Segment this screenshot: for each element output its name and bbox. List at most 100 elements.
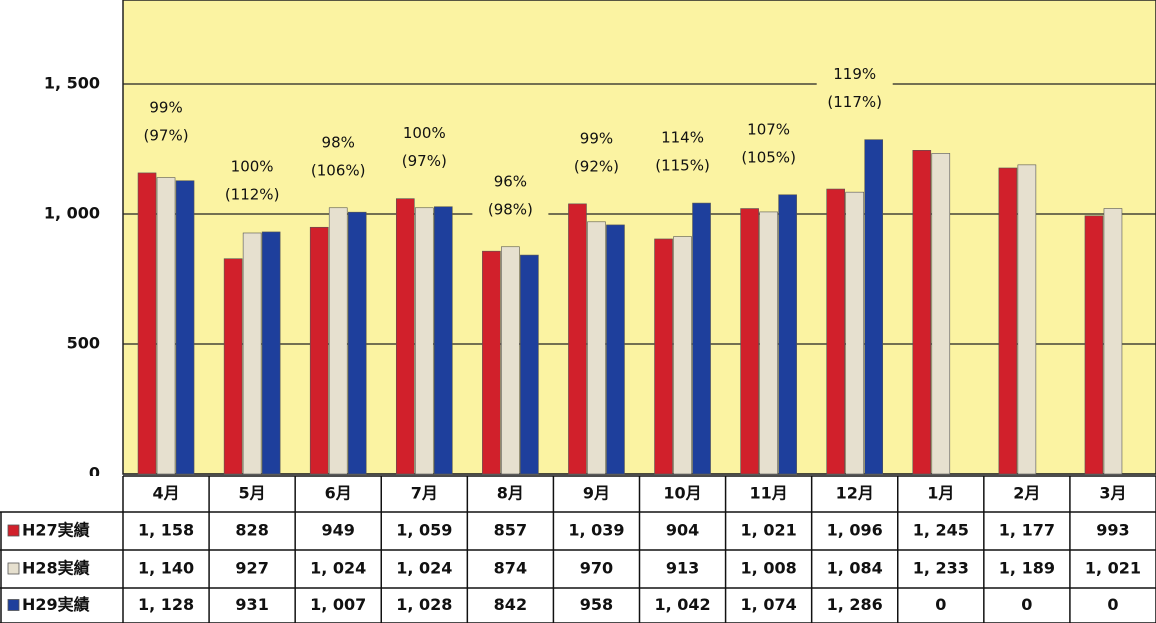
table-cell: 842 <box>494 595 527 614</box>
bar <box>654 238 673 475</box>
annotation: 98% <box>322 133 355 151</box>
annotation-bg <box>214 151 291 212</box>
table-cell: 1, 233 <box>913 559 969 578</box>
x-tick-label: 5月 <box>239 484 266 503</box>
annotation: 99% <box>580 129 613 147</box>
table-cell: 993 <box>1096 521 1129 540</box>
bar <box>242 232 262 475</box>
annotation-bg <box>730 114 807 175</box>
annotation: (115%) <box>655 157 710 175</box>
annotation-bg <box>644 123 721 184</box>
table-cell: 1, 024 <box>396 559 452 578</box>
annotation: (105%) <box>741 148 796 166</box>
legend-swatch <box>7 562 20 575</box>
table-cell: 1, 140 <box>138 559 194 578</box>
annotation-bg <box>300 127 377 188</box>
table-cell: 1, 039 <box>568 521 624 540</box>
table-cell: 0 <box>1021 595 1032 614</box>
legend-label: H28実績 <box>22 559 90 578</box>
bar <box>864 139 884 475</box>
table-cell: 874 <box>494 559 527 578</box>
annotation: 99% <box>149 98 182 116</box>
annotation: 107% <box>747 120 790 138</box>
table-cell: 1, 189 <box>999 559 1055 578</box>
plot-area <box>122 0 1156 475</box>
annotation: (106%) <box>311 161 366 179</box>
legend-swatch <box>7 599 20 611</box>
table-cell: 1, 021 <box>741 521 797 540</box>
table-cell: 949 <box>322 521 355 540</box>
table-cell: 1, 021 <box>1085 559 1141 578</box>
annotation: 114% <box>661 129 704 147</box>
y-tick-label: 500 <box>67 334 100 353</box>
x-tick-label: 1月 <box>927 484 954 503</box>
bar <box>309 226 329 475</box>
x-tick-label: 3月 <box>1099 484 1126 503</box>
x-tick-label: 11月 <box>749 484 787 503</box>
bar <box>328 207 348 475</box>
bar <box>1084 215 1104 475</box>
annotation-bg <box>816 59 893 120</box>
y-tick-label: 1, 500 <box>44 74 100 93</box>
table-cell: 1, 028 <box>396 595 452 614</box>
table-cell: 1, 128 <box>138 595 194 614</box>
table-cell: 1, 158 <box>138 521 194 540</box>
annotation: (97%) <box>402 152 447 170</box>
bar <box>175 180 195 475</box>
annotation: (112%) <box>225 185 280 203</box>
x-tick-label: 4月 <box>152 484 179 503</box>
bar <box>1017 164 1037 475</box>
bar <box>501 246 520 475</box>
annotation-bg <box>386 118 463 179</box>
x-tick-label: 2月 <box>1013 484 1040 503</box>
bar <box>931 153 951 475</box>
x-tick-label: 6月 <box>325 484 352 503</box>
table-cell: 1, 096 <box>827 521 883 540</box>
table-cell: 1, 042 <box>654 595 710 614</box>
bar <box>347 211 367 475</box>
table-cell: 927 <box>235 559 268 578</box>
table-cell: 1, 084 <box>827 559 883 578</box>
x-tick-label: 7月 <box>411 484 438 503</box>
table-cell: 958 <box>580 595 613 614</box>
table-cell: 913 <box>666 559 699 578</box>
bar <box>673 236 692 475</box>
bar <box>912 150 932 475</box>
table-cell: 1, 059 <box>396 521 452 540</box>
bar <box>137 172 157 475</box>
annotation: (97%) <box>144 126 189 144</box>
bar <box>1103 208 1123 475</box>
bar <box>482 250 501 475</box>
x-tick-label: 10月 <box>663 484 701 503</box>
annotation-bg <box>128 92 205 153</box>
x-tick-label: 12月 <box>836 484 874 503</box>
bar <box>845 191 865 475</box>
bar <box>223 258 243 475</box>
annotation: (92%) <box>574 157 619 175</box>
table-cell: 0 <box>1107 595 1118 614</box>
legend-label: H29実績 <box>22 595 90 614</box>
table-cell: 0 <box>935 595 946 614</box>
y-tick-label: 1, 000 <box>44 204 100 223</box>
table-cell: 1, 008 <box>741 559 797 578</box>
table-cell: 1, 177 <box>999 521 1055 540</box>
table-cell: 970 <box>580 559 613 578</box>
table-cell: 1, 024 <box>310 559 366 578</box>
bar <box>692 202 711 475</box>
y-tick-label: 0 <box>89 464 100 483</box>
annotation-bg <box>558 123 635 184</box>
bar <box>395 198 415 475</box>
table-cell: 828 <box>235 521 268 540</box>
annotation: 96% <box>494 172 527 190</box>
bar <box>587 221 606 475</box>
bar <box>778 194 797 475</box>
table-cell: 904 <box>666 521 699 540</box>
bar <box>414 207 434 475</box>
bar <box>568 203 587 475</box>
table-cell: 1, 286 <box>827 595 883 614</box>
table-cell: 931 <box>235 595 268 614</box>
bar <box>261 231 281 475</box>
bar <box>998 167 1018 475</box>
table-cell: 857 <box>494 521 527 540</box>
